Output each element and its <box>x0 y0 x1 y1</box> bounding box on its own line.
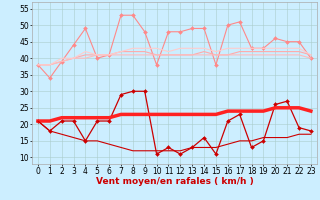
X-axis label: Vent moyen/en rafales ( km/h ): Vent moyen/en rafales ( km/h ) <box>96 177 253 186</box>
